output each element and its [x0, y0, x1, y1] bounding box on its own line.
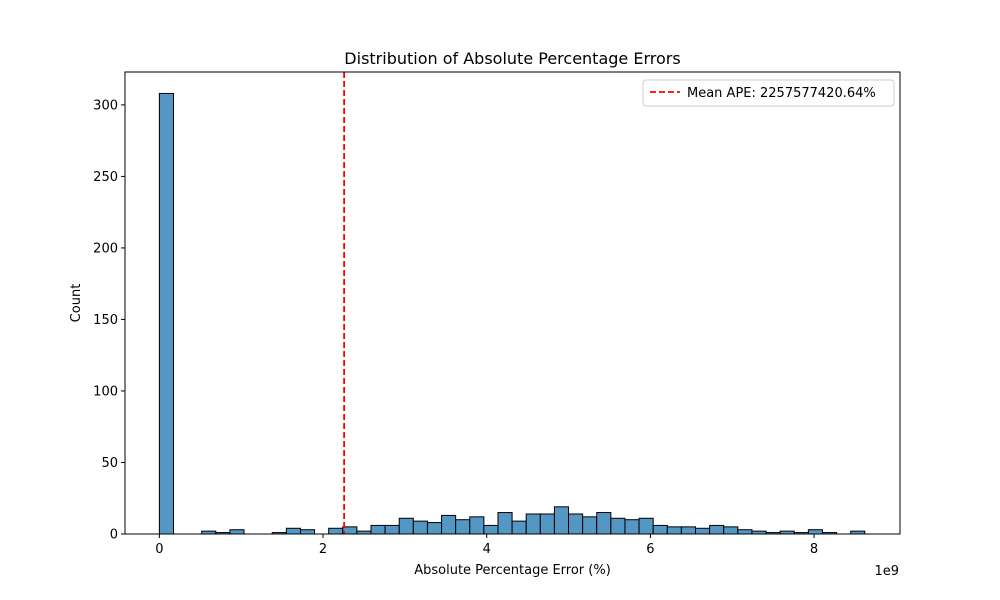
histogram-bar	[539, 513, 555, 535]
histogram-bar	[638, 517, 654, 535]
legend-box	[642, 79, 895, 107]
histogram-bar	[497, 512, 513, 535]
x-axis-label: Absolute Percentage Error (%)	[414, 563, 611, 578]
histogram-bar	[455, 519, 471, 535]
histogram-bar	[299, 529, 316, 535]
x-tick-label: 8	[810, 542, 818, 557]
histogram-bar	[666, 526, 682, 535]
x-tick-label: 2	[319, 542, 327, 557]
y-axis-label: Count	[69, 284, 84, 323]
y-tick-label: 50	[101, 456, 118, 471]
histogram-bar	[441, 514, 457, 535]
histogram-bar	[469, 516, 485, 535]
x-tick-label: 0	[155, 542, 163, 557]
y-tick-label: 0	[110, 528, 118, 543]
histogram-bar	[426, 522, 443, 535]
y-tick-label: 200	[93, 241, 118, 256]
histogram-bar	[610, 517, 626, 535]
histogram-bar	[709, 524, 725, 535]
histogram-bar	[553, 506, 570, 535]
histogram-bar	[807, 529, 823, 535]
chart-title: Distribution of Absolute Percentage Erro…	[344, 49, 680, 68]
histogram-bar	[723, 526, 739, 535]
y-tick-label: 250	[93, 170, 118, 185]
histogram-bar	[285, 527, 301, 535]
x-tick-label: 6	[646, 542, 654, 557]
y-tick-label: 150	[93, 313, 118, 328]
plot-frame	[124, 71, 901, 535]
histogram-bars	[158, 92, 866, 535]
histogram-bar	[582, 516, 598, 535]
x-axis-offset-label: 1e9	[874, 564, 899, 579]
x-axis: 0 2 4 6 8	[155, 534, 818, 557]
legend-label-mean-ape: Mean APE: 2257577420.64%	[687, 86, 876, 101]
histogram-bar	[624, 519, 640, 535]
histogram-bar	[398, 517, 414, 535]
histogram-bar	[525, 513, 541, 535]
histogram-bar	[158, 92, 174, 535]
y-tick-label: 100	[93, 384, 118, 399]
histogram-bar	[511, 520, 527, 535]
legend: Mean APE: 2257577420.64%	[642, 79, 895, 107]
histogram-bar	[384, 524, 400, 535]
histogram-bar	[328, 527, 344, 535]
y-tick-label: 300	[93, 98, 118, 113]
histogram-bar	[370, 524, 386, 535]
histogram-bar	[652, 524, 668, 535]
histogram-bar	[737, 529, 753, 535]
x-tick-label: 4	[483, 542, 491, 557]
histogram-bar	[412, 520, 428, 535]
y-axis: 0 50 100 150 200 250 300	[93, 98, 125, 543]
histogram-bar	[568, 513, 584, 535]
histogram-bar	[229, 529, 245, 535]
histogram-bar	[695, 527, 711, 535]
histogram-bar	[596, 512, 612, 535]
histogram-bar	[483, 524, 499, 535]
histogram-bar	[680, 526, 697, 535]
